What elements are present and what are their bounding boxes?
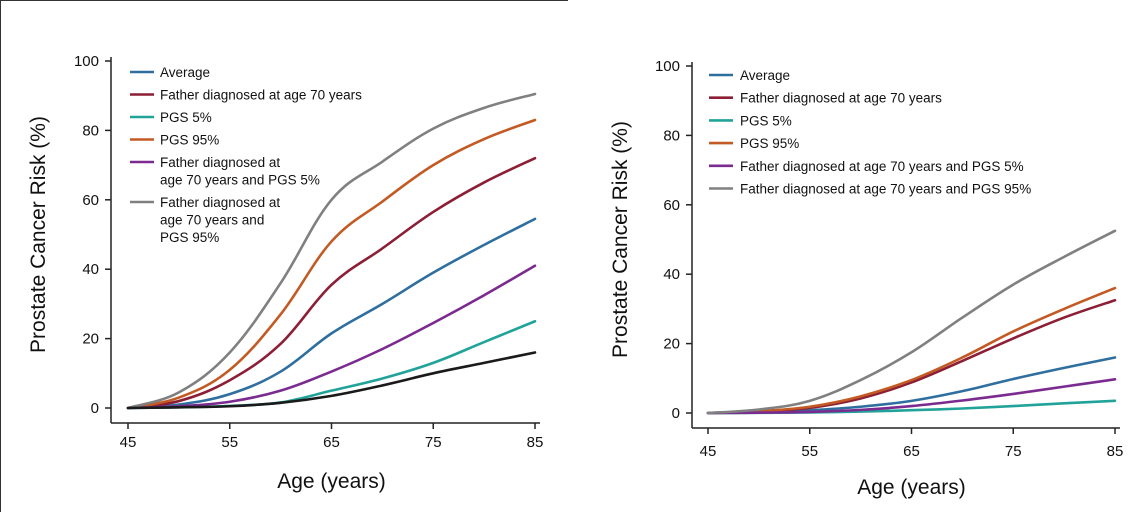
right-x-tick-label: 45 <box>700 443 717 460</box>
right-legend-label: Father diagnosed at age 70 years and PGS… <box>740 182 1031 197</box>
left-legend-label: PGS 95% <box>160 133 219 148</box>
left-legend-label: Father diagnosed at age 70 years and PGS 9… <box>160 195 280 245</box>
right-legend-item: Father diagnosed at age 70 years and PGS… <box>709 159 1024 174</box>
left-y-tick-label: 60 <box>82 192 99 209</box>
left-legend-item: PGS 5% <box>130 110 212 125</box>
right-y-tick-label: 100 <box>655 58 680 75</box>
left-legend-label-line: age 70 years and <box>160 213 264 228</box>
left-legend-label: PGS 5% <box>160 110 212 125</box>
right-x-tick-label: 75 <box>1005 443 1022 460</box>
left-legend-item: Father diagnosed at age 70 years <box>130 88 362 103</box>
left-y-tick-label: 100 <box>74 53 99 70</box>
right-legend-label: PGS 95% <box>740 136 799 151</box>
left-legend-label-line: Father diagnosed at <box>160 195 280 210</box>
right-legend-item: Father diagnosed at age 70 years and PGS… <box>709 182 1031 197</box>
right-legend-label: Average <box>740 68 790 83</box>
left-legend-item: Average <box>130 65 210 80</box>
left-series-lines <box>126 92 537 410</box>
left-legend-label: Father diagnosed at age 70 years and PGS … <box>160 155 320 188</box>
right-series-line-father-diagnosed-at-age-70-years-and-pgs-95 <box>706 229 1117 415</box>
left-y-tick-label: 80 <box>82 122 99 139</box>
left-series-line-father-diagnosed-at-age-70-years <box>126 156 537 410</box>
right-chart: 0 20 40 60 80 100 45 55 65 75 85 Age (years) Prostat… <box>609 58 1123 499</box>
right-x-axis-title: Age (years) <box>857 476 966 499</box>
right-legend-label: Father diagnosed at age 70 years and PGS… <box>740 159 1024 174</box>
left-series-line-father-diagnosed-at-age-70-years-and-pgs-95 <box>126 92 537 410</box>
left-y-tick-label: 0 <box>91 400 99 417</box>
left-legend-label-line: PGS 95% <box>160 230 219 245</box>
left-legend-label: Average <box>160 65 210 80</box>
left-legend-item: Father diagnosed at age 70 years and PGS … <box>130 155 320 188</box>
left-legend-item: Father diagnosed at age 70 years and PGS 9… <box>130 195 280 245</box>
left-x-tick-label: 75 <box>425 434 442 451</box>
left-y-axis-title: Prostate Cancer Risk (%) <box>27 116 50 353</box>
left-chart: 0 20 40 60 80 100 45 55 65 75 85 Age (years) Prostat… <box>27 53 543 493</box>
right-legend-item: PGS 5% <box>709 113 792 128</box>
right-legend-label: Father diagnosed at age 70 years <box>740 91 942 106</box>
left-legend: Average Father diagnosed at age 70 years P… <box>130 65 362 245</box>
right-series-line-father-diagnosed-at-age-70-years-and-pgs-5 <box>706 378 1117 415</box>
right-legend-label: PGS 5% <box>740 113 792 128</box>
left-series-line-average <box>126 217 537 410</box>
right-y-tick-label: 60 <box>663 197 680 214</box>
right-series-lines <box>706 229 1117 415</box>
right-x-tick-label: 65 <box>903 443 920 460</box>
left-y-tick-label: 20 <box>82 331 99 348</box>
left-legend-label: Father diagnosed at age 70 years <box>160 88 362 103</box>
right-legend-item: Average <box>709 68 790 83</box>
right-y-tick-label: 40 <box>663 266 680 283</box>
right-y-tick-label: 0 <box>672 405 680 422</box>
left-x-tick-label: 55 <box>221 434 238 451</box>
right-legend: Average Father diagnosed at age 70 years P… <box>709 68 1031 197</box>
right-y-axis-title: Prostate Cancer Risk (%) <box>609 121 632 358</box>
left-x-tick-label: 85 <box>527 434 544 451</box>
right-series-line-pgs-95 <box>706 286 1117 415</box>
left-legend-label-line: Father diagnosed at <box>160 155 280 170</box>
left-x-axis-title: Age (years) <box>277 470 386 493</box>
left-series-line-unlabeled <box>126 351 537 410</box>
left-y-tick-label: 40 <box>82 261 99 278</box>
right-series-line-father-diagnosed-at-age-70-years <box>706 298 1117 415</box>
left-legend-item: PGS 95% <box>130 133 219 148</box>
left-x-tick-label: 65 <box>323 434 340 451</box>
right-y-tick-label: 20 <box>663 336 680 353</box>
right-x-tick-label: 55 <box>801 443 818 460</box>
left-legend-label-line: age 70 years and PGS 5% <box>160 173 320 188</box>
right-legend-item: Father diagnosed at age 70 years <box>709 91 942 106</box>
right-y-tick-label: 80 <box>663 127 680 144</box>
left-x-tick-label: 45 <box>120 434 137 451</box>
right-legend-item: PGS 95% <box>709 136 799 151</box>
left-series-line-pgs-95 <box>126 118 537 410</box>
right-x-tick-label: 85 <box>1107 443 1124 460</box>
left-series-line-father-diagnosed-at-age-70-years-and-pgs-5 <box>126 264 537 410</box>
